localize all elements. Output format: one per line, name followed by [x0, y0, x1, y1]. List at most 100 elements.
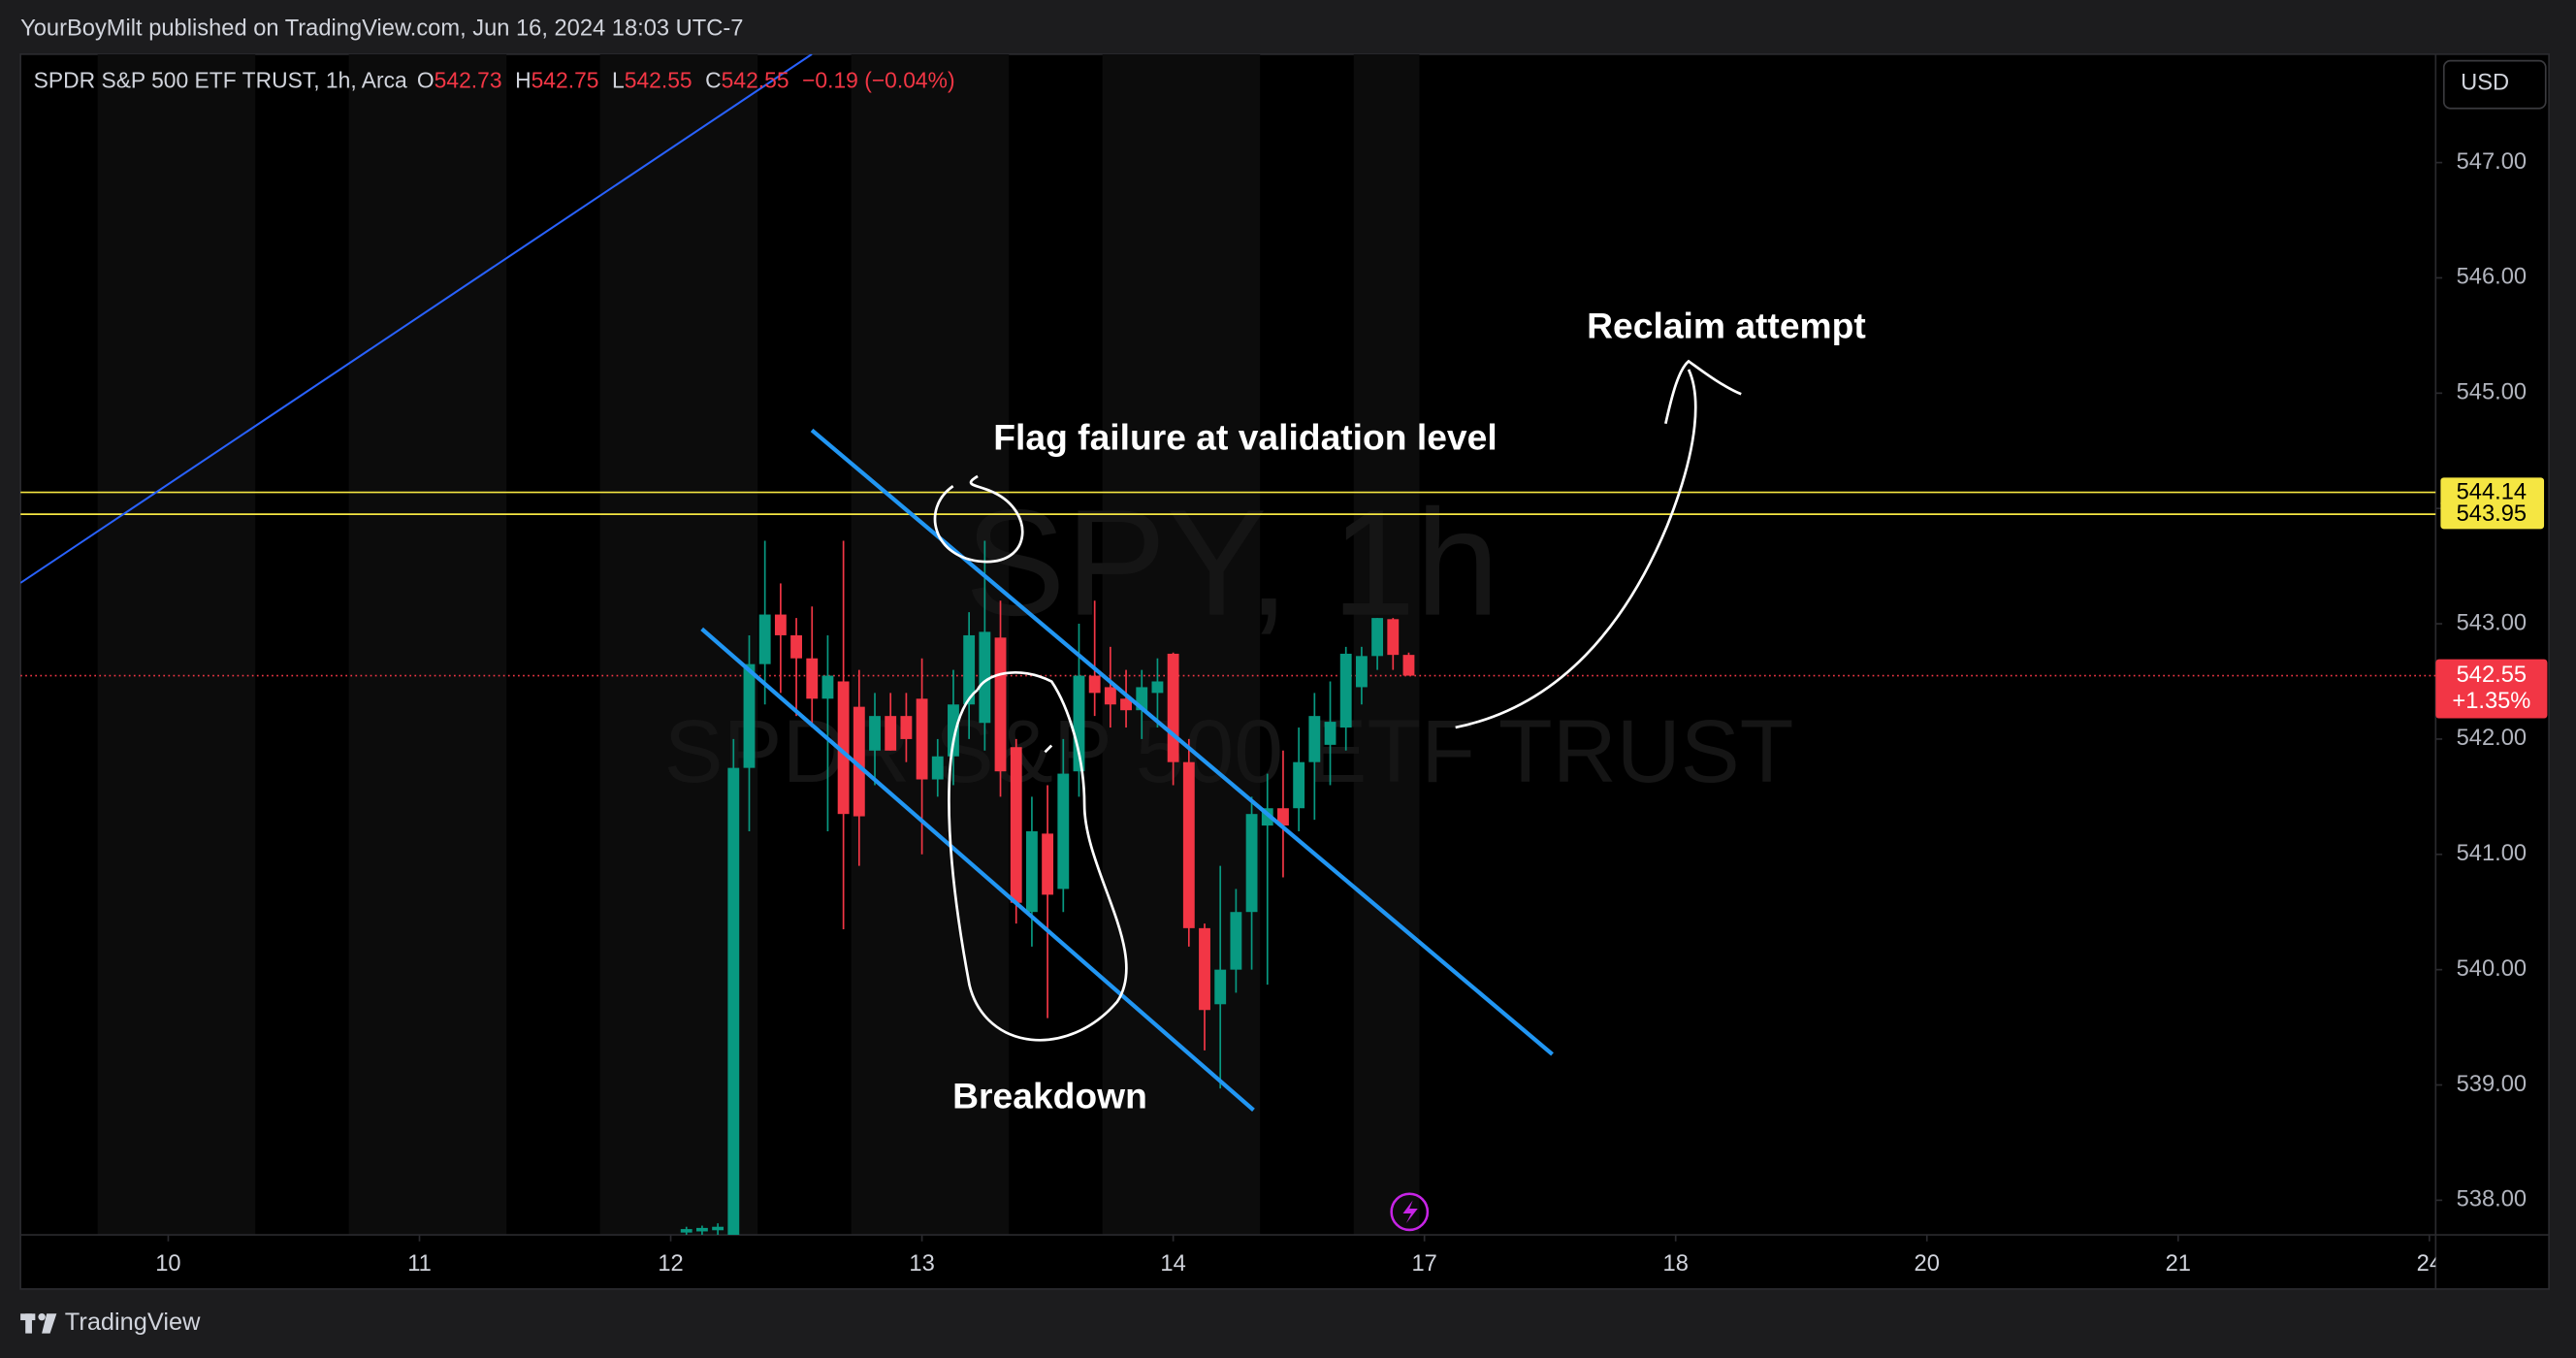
candle-body: [727, 767, 740, 1236]
freehand-loop: [948, 670, 1128, 1042]
candle-body: [869, 716, 881, 751]
freehand-arrow: [1455, 359, 1742, 729]
close-value: 542.55: [722, 68, 789, 93]
x-tick-label: 18: [1663, 1251, 1689, 1277]
y-tick-label: 543.00: [2457, 610, 2527, 635]
candle-body: [931, 756, 944, 780]
prefix: C: [705, 68, 722, 93]
candle-body: [1214, 969, 1227, 1005]
last-price-bg: [2435, 659, 2548, 719]
y-tick-label: 541.00: [2457, 841, 2527, 866]
annotation: Reclaim attempt: [1587, 305, 1866, 345]
candle-body: [1293, 761, 1305, 809]
candle-body: [821, 675, 834, 699]
candle-body: [1308, 716, 1321, 762]
annotation: Flag failure at validation level: [993, 417, 1497, 458]
x-tick-label: 10: [155, 1251, 180, 1277]
legend: SPDR S&P 500 ETF TRUST, 1h, Arca O542.73 H…: [34, 68, 955, 93]
candle-body: [695, 1227, 708, 1232]
candle-body: [1230, 912, 1242, 970]
prefix: O: [417, 68, 435, 93]
candle-body: [790, 634, 802, 659]
candle-body: [1199, 927, 1210, 1011]
candle-body: [948, 704, 959, 757]
candle-body: [916, 698, 928, 780]
prefix: L: [612, 68, 625, 93]
x-tick-label: 12: [658, 1251, 683, 1277]
candle-body: [1136, 687, 1148, 711]
trendline: [20, 53, 813, 584]
candle-body: [963, 634, 976, 705]
candle-body: [853, 706, 865, 817]
open-value: 542.73: [435, 68, 502, 93]
drawings: [20, 53, 1742, 1232]
x-tick-label: 24: [2417, 1251, 2442, 1277]
candle-body: [885, 716, 897, 751]
candle-body: [712, 1226, 724, 1231]
price-label-bg: [2440, 499, 2545, 530]
candle-body: [1355, 656, 1368, 688]
x-tick-label: 13: [909, 1251, 934, 1277]
candle-body: [994, 637, 1007, 772]
candle-body: [1088, 675, 1101, 694]
x-axis: 10 11 12 13 14 17 18 20 21 24: [155, 1235, 2442, 1277]
brand: TradingView: [65, 1309, 201, 1336]
candle-body: [1324, 722, 1336, 745]
freehand-circle: [933, 474, 1024, 564]
candle-body: [680, 1229, 692, 1233]
y-tick-label: 542.00: [2457, 726, 2527, 751]
candle-body: [1167, 653, 1179, 762]
trendline: [700, 627, 1255, 1112]
candle-body: [1104, 687, 1116, 705]
y-tick-label: 540.00: [2457, 956, 2527, 982]
x-tick-label: 14: [1160, 1251, 1185, 1277]
candle-body: [1402, 655, 1415, 676]
y-tick-label: 547.00: [2457, 149, 2527, 175]
x-tick-label: 21: [2166, 1251, 2191, 1277]
watermark: SPDR S&P 500 ETF TRUST: [664, 702, 1794, 801]
last-price-label: 542.55: [2457, 663, 2527, 688]
currency[interactable]: USD: [2461, 71, 2509, 96]
event-icon: [1402, 1200, 1418, 1224]
y-tick-label: 539.00: [2457, 1072, 2527, 1097]
last-price-change: +1.35%: [2452, 689, 2530, 714]
candle-body: [774, 614, 787, 635]
currency-button[interactable]: [2442, 59, 2547, 110]
low-value: 542.55: [625, 68, 692, 93]
high-value: 542.75: [531, 68, 599, 93]
candle-body: [1277, 808, 1289, 826]
event-icon: [1390, 1192, 1430, 1232]
candle-body: [979, 631, 991, 724]
candle-body: [1042, 833, 1054, 895]
y-tick-label: 545.00: [2457, 380, 2527, 405]
candle-body: [1387, 619, 1400, 656]
publisher: YourBoyMilt published on TradingView.com…: [20, 16, 743, 42]
candle-body: [1261, 808, 1273, 826]
candle-body: [1073, 675, 1085, 772]
symbol: SPDR S&P 500 ETF TRUST, 1h, Arca: [34, 68, 407, 93]
y-tick-label: 538.00: [2457, 1187, 2527, 1212]
candle-body: [1120, 698, 1132, 711]
watermark: SPY, 1h: [965, 479, 1499, 648]
candle-body: [1245, 814, 1258, 913]
trendline: [810, 428, 1554, 1056]
candle-body: [806, 658, 819, 699]
annotation: Breakdown: [952, 1075, 1147, 1116]
x-tick-label: 20: [1915, 1251, 1940, 1277]
session-bands: [97, 53, 1420, 1236]
x-tick-label: 11: [407, 1251, 432, 1277]
plot: [20, 491, 2436, 1236]
footer-logo: [20, 1312, 57, 1334]
prefix: H: [515, 68, 531, 93]
candle-body: [1057, 773, 1070, 889]
price-label: 543.95: [2457, 501, 2527, 527]
candle-body: [1010, 747, 1022, 903]
candle-body: [1025, 831, 1038, 913]
y-tick-label: 546.00: [2457, 265, 2527, 290]
candle-body: [1182, 761, 1195, 928]
candle-body: [1371, 618, 1384, 657]
candle-body: [837, 681, 850, 815]
candle-body: [900, 716, 913, 739]
